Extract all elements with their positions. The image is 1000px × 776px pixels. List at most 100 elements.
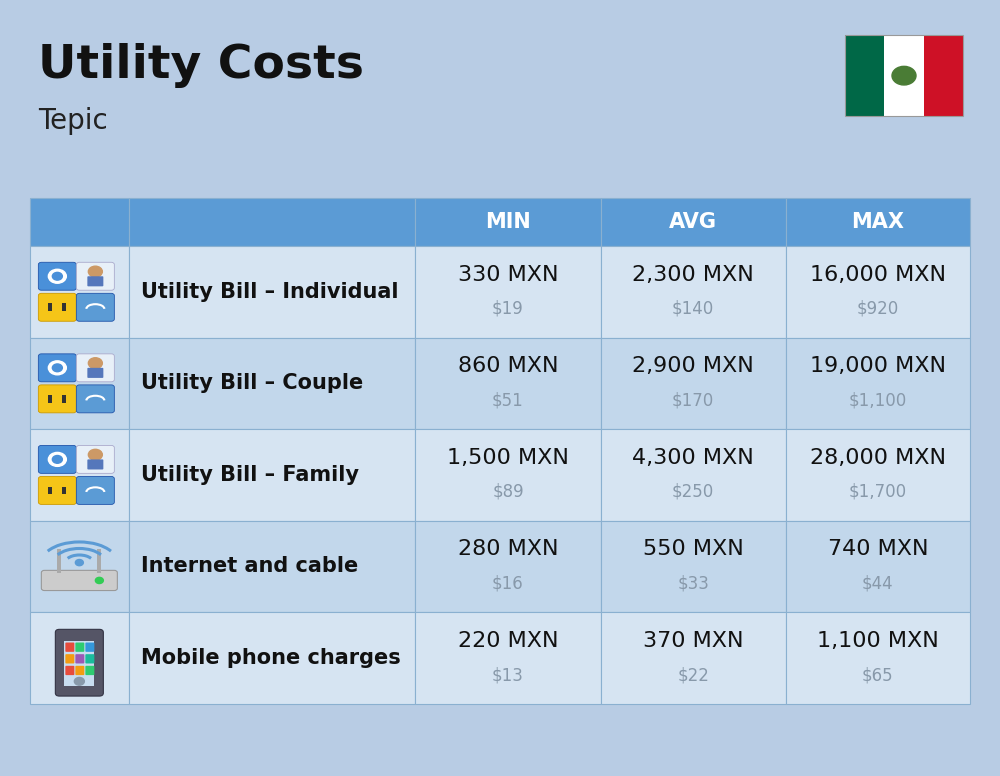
FancyBboxPatch shape [75, 643, 84, 652]
FancyBboxPatch shape [62, 303, 66, 311]
Text: Utility Bill – Family: Utility Bill – Family [141, 465, 359, 485]
FancyBboxPatch shape [76, 445, 114, 473]
Text: $44: $44 [862, 574, 894, 593]
FancyBboxPatch shape [65, 654, 74, 663]
Text: $13: $13 [492, 666, 524, 684]
Text: $16: $16 [492, 574, 524, 593]
FancyBboxPatch shape [601, 246, 786, 338]
FancyBboxPatch shape [85, 643, 94, 652]
Circle shape [48, 361, 66, 375]
FancyBboxPatch shape [129, 521, 415, 612]
FancyBboxPatch shape [38, 293, 76, 321]
Text: 330 MXN: 330 MXN [458, 265, 558, 285]
Text: Utility Costs: Utility Costs [38, 43, 364, 88]
FancyBboxPatch shape [415, 429, 601, 521]
FancyBboxPatch shape [601, 338, 786, 429]
FancyBboxPatch shape [64, 641, 94, 686]
FancyBboxPatch shape [55, 629, 103, 696]
FancyBboxPatch shape [76, 476, 114, 504]
Text: 280 MXN: 280 MXN [458, 539, 558, 559]
Text: AVG: AVG [669, 212, 717, 232]
FancyBboxPatch shape [75, 654, 84, 663]
FancyBboxPatch shape [76, 385, 114, 413]
Text: $170: $170 [672, 391, 714, 410]
FancyBboxPatch shape [786, 246, 970, 338]
FancyBboxPatch shape [48, 395, 52, 403]
FancyBboxPatch shape [786, 198, 970, 246]
Text: $250: $250 [672, 483, 714, 501]
FancyBboxPatch shape [30, 612, 129, 704]
FancyBboxPatch shape [30, 429, 129, 521]
Text: $33: $33 [677, 574, 709, 593]
Text: $22: $22 [677, 666, 709, 684]
FancyBboxPatch shape [129, 246, 415, 338]
Text: $140: $140 [672, 300, 714, 318]
FancyBboxPatch shape [415, 612, 601, 704]
FancyBboxPatch shape [924, 35, 963, 116]
FancyBboxPatch shape [601, 612, 786, 704]
FancyBboxPatch shape [87, 459, 103, 469]
FancyBboxPatch shape [129, 198, 415, 246]
Text: Mobile phone charges: Mobile phone charges [141, 648, 400, 668]
Text: MIN: MIN [485, 212, 531, 232]
Text: 1,500 MXN: 1,500 MXN [447, 448, 569, 468]
Circle shape [75, 559, 83, 566]
FancyBboxPatch shape [38, 445, 76, 473]
Text: 740 MXN: 740 MXN [828, 539, 928, 559]
Text: $51: $51 [492, 391, 524, 410]
FancyBboxPatch shape [786, 521, 970, 612]
Text: 860 MXN: 860 MXN [458, 356, 558, 376]
FancyBboxPatch shape [786, 338, 970, 429]
FancyBboxPatch shape [62, 395, 66, 403]
Text: 2,900 MXN: 2,900 MXN [632, 356, 754, 376]
FancyBboxPatch shape [38, 385, 76, 413]
FancyBboxPatch shape [415, 338, 601, 429]
FancyBboxPatch shape [97, 549, 101, 573]
Text: $1,700: $1,700 [849, 483, 907, 501]
FancyBboxPatch shape [76, 262, 114, 290]
Text: $89: $89 [492, 483, 524, 501]
FancyBboxPatch shape [38, 354, 76, 382]
Text: 4,300 MXN: 4,300 MXN [632, 448, 754, 468]
FancyBboxPatch shape [601, 198, 786, 246]
FancyBboxPatch shape [62, 487, 66, 494]
FancyBboxPatch shape [87, 368, 103, 378]
FancyBboxPatch shape [30, 198, 129, 246]
FancyBboxPatch shape [41, 570, 117, 591]
Circle shape [48, 452, 66, 466]
FancyBboxPatch shape [601, 521, 786, 612]
FancyBboxPatch shape [30, 338, 129, 429]
Text: 19,000 MXN: 19,000 MXN [810, 356, 946, 376]
FancyBboxPatch shape [65, 643, 74, 652]
FancyBboxPatch shape [75, 666, 84, 675]
Text: MAX: MAX [851, 212, 904, 232]
FancyBboxPatch shape [845, 35, 884, 116]
Text: 1,100 MXN: 1,100 MXN [817, 631, 939, 651]
FancyBboxPatch shape [129, 338, 415, 429]
FancyBboxPatch shape [30, 246, 129, 338]
FancyBboxPatch shape [129, 612, 415, 704]
FancyBboxPatch shape [129, 429, 415, 521]
FancyBboxPatch shape [57, 549, 61, 573]
Text: $19: $19 [492, 300, 524, 318]
FancyBboxPatch shape [415, 198, 601, 246]
FancyBboxPatch shape [85, 666, 94, 675]
Text: 550 MXN: 550 MXN [643, 539, 744, 559]
Text: 16,000 MXN: 16,000 MXN [810, 265, 946, 285]
FancyBboxPatch shape [786, 612, 970, 704]
Text: $1,100: $1,100 [849, 391, 907, 410]
Text: 2,300 MXN: 2,300 MXN [632, 265, 754, 285]
FancyBboxPatch shape [48, 303, 52, 311]
Text: 370 MXN: 370 MXN [643, 631, 743, 651]
FancyBboxPatch shape [76, 354, 114, 382]
Circle shape [52, 456, 62, 463]
Circle shape [52, 272, 62, 280]
FancyBboxPatch shape [38, 476, 76, 504]
Text: 28,000 MXN: 28,000 MXN [810, 448, 946, 468]
Text: Utility Bill – Individual: Utility Bill – Individual [141, 282, 398, 302]
FancyBboxPatch shape [48, 487, 52, 494]
FancyBboxPatch shape [601, 429, 786, 521]
FancyBboxPatch shape [415, 246, 601, 338]
Text: $920: $920 [857, 300, 899, 318]
FancyBboxPatch shape [30, 521, 129, 612]
